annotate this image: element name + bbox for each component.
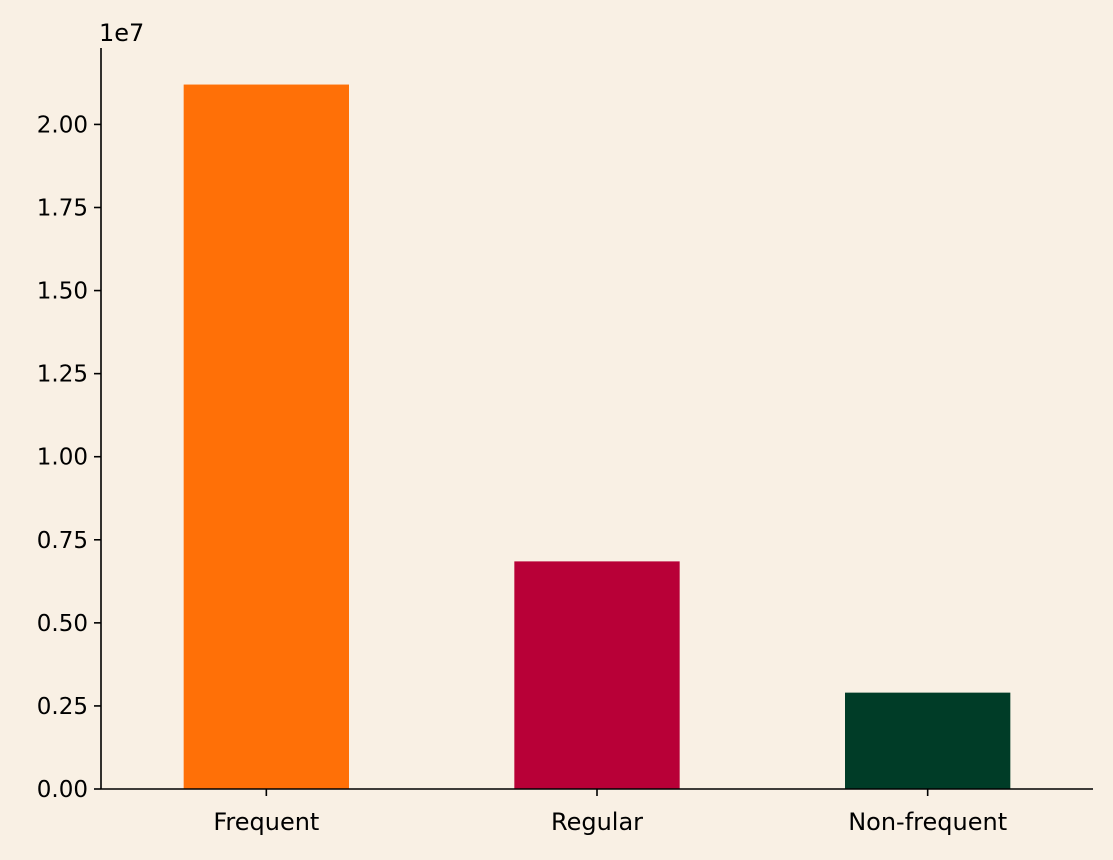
y-offset-label: 1e7 — [99, 19, 144, 47]
bar-non-frequent — [845, 692, 1011, 789]
x-tick-label: Regular — [551, 808, 643, 836]
y-tick-label: 0.50 — [37, 611, 88, 637]
y-tick-label: 0.75 — [37, 528, 88, 554]
ticks-layer: Frequent Regular Non-frequent 0.00 0.25 0.50 0… — [37, 112, 1007, 836]
y-tick-label: 2.00 — [37, 112, 88, 138]
y-tick-label: 1.00 — [37, 445, 88, 471]
bar-regular — [514, 561, 680, 789]
bars-layer — [183, 84, 1011, 789]
y-tick-label: 1.50 — [37, 279, 88, 305]
y-tick-label: 0.00 — [37, 777, 88, 803]
y-tick-label: 1.75 — [37, 195, 88, 221]
y-tick-label: 1.25 — [37, 362, 88, 388]
y-tick-label: 0.25 — [37, 694, 88, 720]
x-tick-label: Non-frequent — [848, 808, 1007, 836]
x-tick-label: Frequent — [213, 808, 319, 836]
bar-frequent — [183, 84, 349, 789]
